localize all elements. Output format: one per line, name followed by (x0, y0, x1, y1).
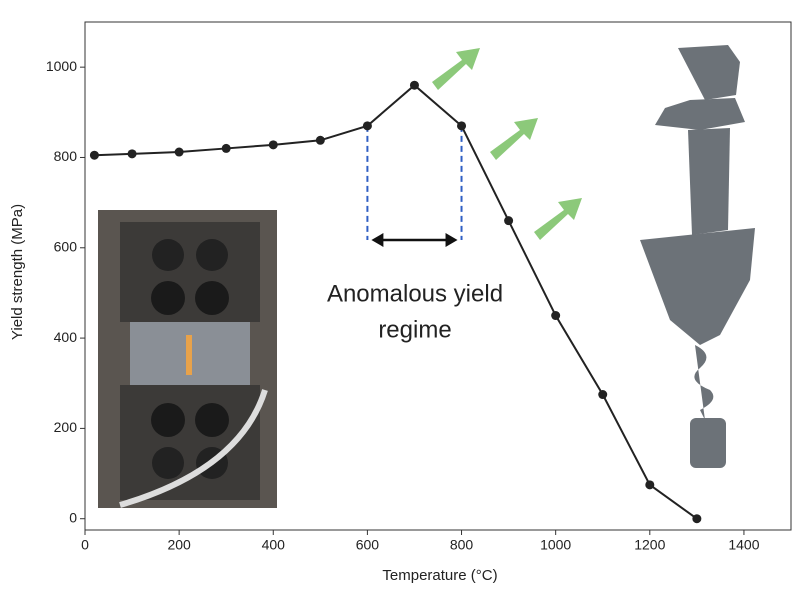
y-tick-label: 400 (54, 329, 78, 345)
data-point (89, 150, 99, 160)
y-tick-label: 1000 (46, 58, 77, 74)
y-axis-label: Yield strength (MPa) (9, 204, 26, 340)
data-point (551, 311, 561, 321)
data-point (692, 514, 702, 524)
data-point (457, 121, 467, 131)
data-point (221, 143, 231, 153)
data-point (174, 147, 184, 157)
x-tick-label: 0 (81, 537, 89, 553)
x-tick-label: 200 (167, 537, 191, 553)
annotation: regime (378, 316, 451, 343)
data-point (362, 121, 372, 131)
data-point (504, 216, 514, 226)
data-point (645, 480, 655, 490)
component-photo (640, 45, 755, 468)
test-rig-photo (98, 210, 277, 508)
x-axis-label: Temperature (°C) (382, 567, 497, 584)
series-line (94, 83, 698, 520)
x-tick-label: 600 (356, 537, 380, 553)
y-tick-label: 200 (54, 419, 78, 435)
plot-frame (84, 21, 792, 531)
y-tick-label: 800 (54, 148, 78, 164)
x-tick-label: 1200 (634, 537, 665, 553)
x-tick-label: 800 (450, 537, 474, 553)
y-tick-label: 0 (69, 509, 77, 525)
data-point (127, 149, 137, 159)
annotation: Anomalous yield (327, 280, 503, 307)
x-tick-label: 1000 (540, 537, 571, 553)
trend-arrows (432, 48, 582, 240)
x-tick-label: 1400 (728, 537, 759, 553)
data-point (409, 80, 419, 90)
data-point (315, 135, 325, 145)
x-tick-label: 400 (262, 537, 286, 553)
data-point (268, 140, 278, 150)
data-point (598, 390, 608, 400)
y-tick-label: 600 (54, 238, 78, 254)
